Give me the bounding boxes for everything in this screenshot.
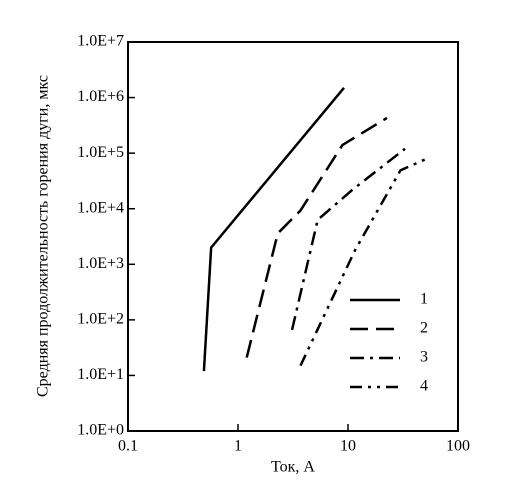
x-axis-label: Ток, А <box>271 459 315 476</box>
y-tick-label: 1.0E+6 <box>77 88 124 105</box>
x-tick-label: 100 <box>446 438 470 455</box>
legend-label: 1 <box>420 291 428 308</box>
y-tick-label: 1.0E+3 <box>77 255 124 272</box>
y-axis-label: Средняя продолжительность горения дуги, … <box>35 75 52 397</box>
y-tick-label: 1.0E+1 <box>77 366 124 383</box>
x-tick-label: 0.1 <box>118 438 138 455</box>
y-tick-label: 1.0E+4 <box>77 199 124 216</box>
data-line <box>202 86 345 372</box>
data-line <box>290 147 406 331</box>
data-line <box>299 157 429 367</box>
x-tick-label: 1 <box>234 438 242 455</box>
y-tick-label: 1.0E+5 <box>77 144 124 161</box>
x-tick-label: 10 <box>340 438 356 455</box>
legend-label: 2 <box>420 320 428 337</box>
plot-frame <box>127 41 459 432</box>
data-line <box>245 116 388 358</box>
y-tick-label: 1.0E+0 <box>77 422 124 439</box>
y-tick-label: 1.0E+7 <box>77 33 124 50</box>
legend-label: 3 <box>420 349 428 366</box>
legend-label: 4 <box>420 378 428 395</box>
y-tick-label: 1.0E+2 <box>77 311 124 328</box>
